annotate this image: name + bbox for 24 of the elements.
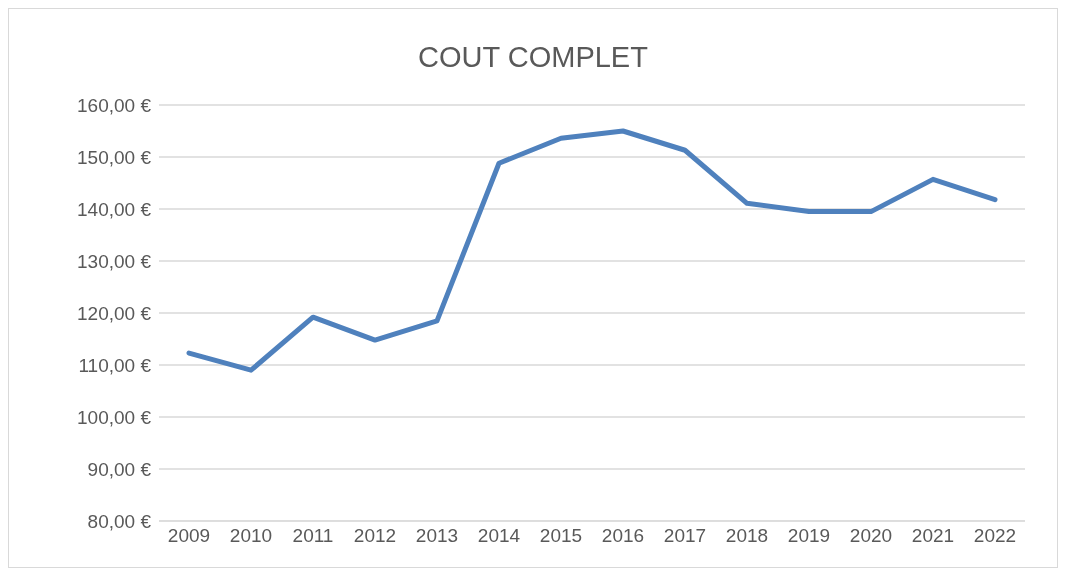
x-tick-label: 2021 [911, 525, 955, 547]
x-tick-label: 2019 [787, 525, 831, 547]
y-tick-label: 120,00 € [77, 302, 152, 324]
y-tick-label: 130,00 € [77, 250, 152, 272]
y-tick-label: 110,00 € [78, 354, 152, 376]
x-tick-label: 2020 [849, 525, 893, 547]
chart-title: COUT COMPLET [417, 40, 649, 75]
y-tick-label: 100,00 € [77, 406, 152, 428]
x-tick-label: 2017 [663, 525, 707, 547]
y-tick-label: 140,00 € [77, 198, 152, 220]
x-tick-label: 2015 [539, 525, 583, 547]
x-tick-label: 2022 [973, 525, 1017, 547]
x-tick-label: 2010 [229, 525, 273, 547]
y-tick-label: 80,00 € [87, 510, 152, 532]
x-tick-label: 2013 [415, 525, 459, 547]
y-tick-label: 90,00 € [87, 458, 152, 480]
x-tick-label: 2012 [353, 525, 397, 547]
x-tick-label: 2016 [601, 525, 645, 547]
y-tick-label: 160,00 € [77, 94, 152, 116]
x-tick-label: 2014 [477, 525, 521, 547]
y-tick-label: 150,00 € [77, 146, 152, 168]
x-tick-label: 2011 [292, 525, 334, 547]
x-tick-label: 2018 [725, 525, 769, 547]
x-tick-label: 2009 [167, 525, 211, 547]
